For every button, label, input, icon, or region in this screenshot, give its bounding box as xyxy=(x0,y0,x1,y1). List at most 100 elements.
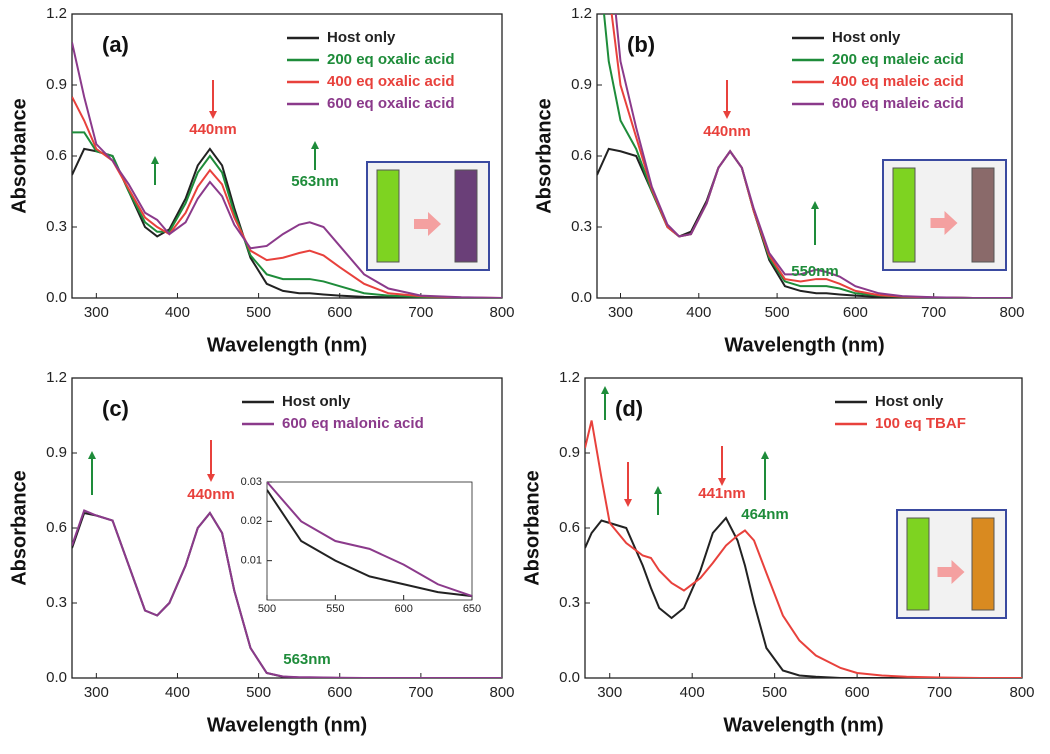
y-tick-label: 1.2 xyxy=(571,5,592,22)
legend-label: 400 eq maleic acid xyxy=(832,73,964,90)
series-line xyxy=(614,14,1012,298)
legend-label: 600 eq oxalic acid xyxy=(327,95,455,112)
panel-label: (d) xyxy=(615,396,643,421)
annotation: 563nm xyxy=(283,651,331,668)
annotation: 563nm xyxy=(291,173,339,190)
x-tick-label: 500 xyxy=(762,684,787,701)
y-tick-label: 0.0 xyxy=(571,289,592,306)
y-tick-label: 1.2 xyxy=(559,369,580,386)
panel: 300 400 500 600 700 800 0.0 0.3 0.6 0.9 1.2 (d) Wave… xyxy=(521,369,1034,736)
x-tick-label: 800 xyxy=(489,684,514,701)
panel-label: (b) xyxy=(627,32,655,57)
y-tick-label: 0.0 xyxy=(46,289,67,306)
y-tick-label: 0.9 xyxy=(46,444,67,461)
plot-frame xyxy=(266,481,473,601)
x-axis-label: Wavelength (nm) xyxy=(723,714,883,736)
vial xyxy=(892,167,916,263)
y-axis-label: Absorbance xyxy=(533,98,555,214)
x-tick-label: 600 xyxy=(843,304,868,321)
y-tick-label: 0.01 xyxy=(241,555,262,567)
panel-label: (a) xyxy=(102,32,129,57)
y-tick-label: 0.6 xyxy=(46,519,67,536)
x-tick-label: 400 xyxy=(165,304,190,321)
x-axis-label: Wavelength (nm) xyxy=(724,334,884,356)
legend-label: 600 eq malonic acid xyxy=(282,415,424,432)
y-tick-label: 1.2 xyxy=(46,5,67,22)
y-tick-label: 0.9 xyxy=(559,444,580,461)
x-tick-label: 650 xyxy=(463,603,481,615)
y-tick-label: 0.6 xyxy=(46,147,67,164)
photo-arrow xyxy=(937,560,965,584)
x-tick-label: 550 xyxy=(326,603,344,615)
legend-label: 200 eq oxalic acid xyxy=(327,51,455,68)
series-line xyxy=(72,131,502,298)
x-tick-label: 400 xyxy=(165,684,190,701)
y-tick-label: 0.03 xyxy=(241,476,262,488)
x-tick-label: 400 xyxy=(686,304,711,321)
x-tick-label: 400 xyxy=(680,684,705,701)
annotation: 440nm xyxy=(189,121,237,138)
annotation: 550nm xyxy=(791,263,839,280)
x-tick-label: 700 xyxy=(408,684,433,701)
legend-label: Host only xyxy=(832,29,901,46)
y-tick-label: 0.3 xyxy=(46,218,67,235)
y-tick-label: 0.9 xyxy=(571,76,592,93)
x-tick-label: 300 xyxy=(608,304,633,321)
x-tick-label: 500 xyxy=(258,603,276,615)
series-line xyxy=(72,42,502,298)
series-line xyxy=(72,509,502,678)
vial xyxy=(906,517,930,611)
photo-arrow xyxy=(930,211,958,235)
x-axis-label: Wavelength (nm) xyxy=(207,334,367,356)
series-line xyxy=(72,96,502,298)
x-tick-label: 500 xyxy=(765,304,790,321)
y-axis-label: Absorbance xyxy=(8,470,30,586)
series-line xyxy=(585,420,1022,678)
x-tick-label: 800 xyxy=(999,304,1024,321)
y-tick-label: 0.3 xyxy=(46,594,67,611)
legend-label: 100 eq TBAF xyxy=(875,415,966,432)
y-tick-label: 0.02 xyxy=(241,515,262,527)
y-tick-label: 0.0 xyxy=(559,669,580,686)
vial xyxy=(376,169,400,263)
x-tick-label: 800 xyxy=(1009,684,1034,701)
y-tick-label: 0.0 xyxy=(46,669,67,686)
x-tick-label: 600 xyxy=(845,684,870,701)
vial xyxy=(971,517,995,611)
y-axis-label: Absorbance xyxy=(521,470,543,586)
panel: 300 400 500 600 700 800 0.0 0.3 0.6 0.9 1.2 (b) Wave… xyxy=(533,5,1024,356)
annotation: 440nm xyxy=(703,123,751,140)
annotation: 441nm xyxy=(698,485,746,502)
y-tick-label: 0.6 xyxy=(559,519,580,536)
panel-label: (c) xyxy=(102,396,129,421)
series-line xyxy=(267,489,472,598)
annotation: 464nm xyxy=(741,506,789,523)
x-tick-label: 300 xyxy=(84,304,109,321)
vial xyxy=(454,169,478,263)
y-tick-label: 0.9 xyxy=(46,76,67,93)
legend-label: 200 eq maleic acid xyxy=(832,51,964,68)
y-tick-label: 0.3 xyxy=(571,218,592,235)
x-tick-label: 600 xyxy=(394,603,412,615)
x-tick-label: 700 xyxy=(408,304,433,321)
panel: 300 400 500 600 700 800 0.0 0.3 0.6 0.9 1.2 (c) Wave… xyxy=(8,369,514,736)
series-line xyxy=(585,516,1022,678)
x-tick-label: 300 xyxy=(84,684,109,701)
x-tick-label: 600 xyxy=(327,684,352,701)
x-tick-label: 500 xyxy=(246,304,271,321)
x-tick-label: 300 xyxy=(597,684,622,701)
x-tick-label: 700 xyxy=(921,304,946,321)
series-line xyxy=(267,482,472,598)
x-tick-label: 500 xyxy=(246,684,271,701)
legend-label: Host only xyxy=(327,29,396,46)
y-tick-label: 0.6 xyxy=(571,147,592,164)
photo-arrow xyxy=(414,212,441,236)
vial xyxy=(971,167,995,263)
panel: 300 400 500 600 700 800 0.0 0.3 0.6 0.9 1.2 (a) Wave… xyxy=(8,5,514,356)
x-axis-label: Wavelength (nm) xyxy=(207,714,367,736)
x-tick-label: 700 xyxy=(927,684,952,701)
legend-label: 600 eq maleic acid xyxy=(832,95,964,112)
y-tick-label: 0.3 xyxy=(559,594,580,611)
